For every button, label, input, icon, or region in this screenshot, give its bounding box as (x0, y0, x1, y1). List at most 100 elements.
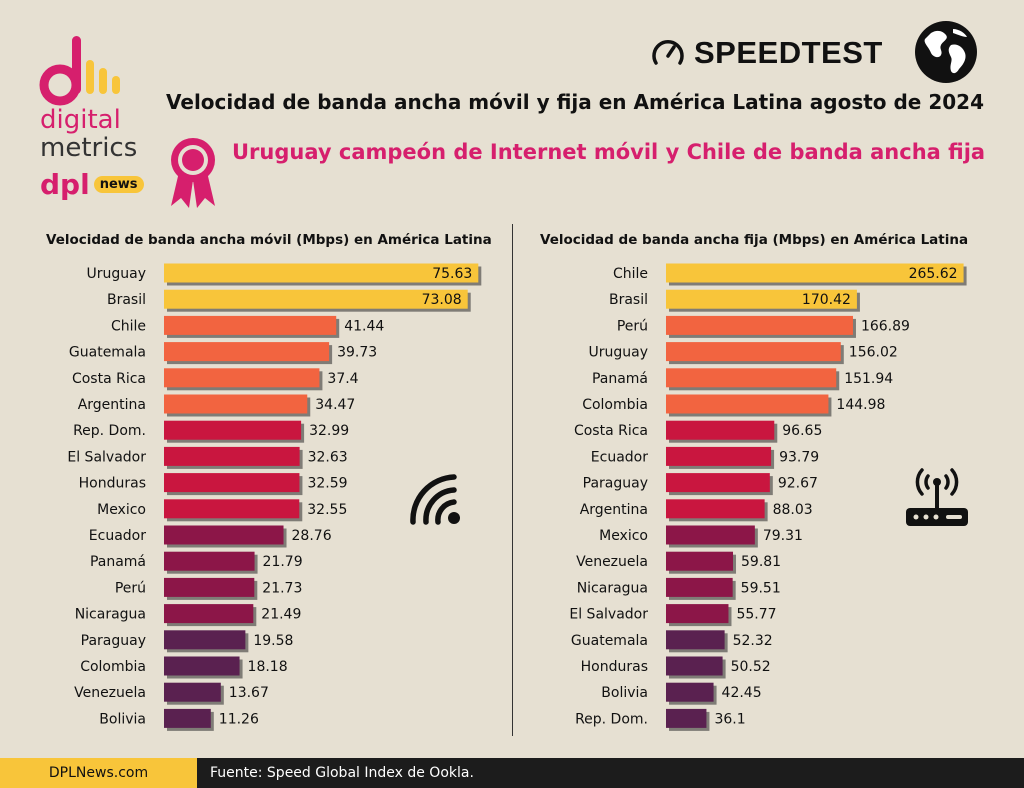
bar (666, 394, 829, 414)
bar (164, 263, 479, 283)
speedtest-wordmark: SPEEDTEST (694, 35, 883, 70)
value-label: 170.42 (802, 292, 851, 308)
bar (164, 394, 308, 414)
category-label: El Salvador (67, 449, 146, 465)
bar (164, 630, 246, 650)
value-label: 52.32 (733, 633, 773, 649)
bar (164, 708, 211, 728)
bar (666, 473, 770, 493)
mobile-speed-chart: Uruguay 75.63 Brasil 73.08 Chile 41.44 Guatema… (67, 263, 482, 731)
value-label: 32.59 (307, 476, 347, 492)
value-label: 59.81 (741, 554, 781, 570)
logo-dpl-text: dpl (40, 168, 90, 201)
category-label: Mexico (97, 502, 146, 518)
value-label: 96.65 (782, 423, 822, 439)
value-label: 37.4 (327, 371, 358, 387)
value-label: 11.26 (219, 711, 259, 727)
value-label: 21.73 (262, 580, 302, 596)
logo-news-badge: news (93, 176, 144, 193)
value-label: 36.1 (714, 711, 745, 727)
category-label: Rep. Dom. (73, 423, 146, 439)
dpl-news-logo: dpl news (40, 168, 144, 201)
fixed-speed-chart: Chile 265.62 Brasil 170.42 Perú 166.89 Uruguay… (569, 263, 967, 731)
value-label: 41.44 (344, 318, 384, 334)
category-label: Chile (111, 318, 146, 334)
mobile-chart-title: Velocidad de banda ancha móvil (Mbps) en… (46, 232, 492, 248)
footer-source: Fuente: Speed Global Index de Ookla. (210, 765, 474, 781)
category-label: Bolivia (601, 685, 648, 701)
value-label: 21.49 (261, 607, 301, 623)
category-label: Colombia (582, 397, 648, 413)
category-label: Uruguay (589, 345, 649, 361)
logo-digital-text: digital (40, 105, 121, 135)
value-label: 88.03 (773, 502, 813, 518)
bar (164, 289, 468, 309)
value-label: 34.47 (315, 397, 355, 413)
speedtest-gauge-icon (652, 40, 684, 65)
value-label: 73.08 (422, 292, 462, 308)
value-label: 39.73 (337, 345, 377, 361)
page-title: Velocidad de banda ancha móvil y fija en… (166, 90, 984, 114)
category-label: Paraguay (583, 476, 648, 492)
bar (164, 473, 300, 493)
speedtest-logo: SPEEDTEST (650, 30, 883, 76)
value-label: 28.76 (292, 528, 332, 544)
value-label: 75.63 (432, 266, 472, 282)
bar (666, 420, 775, 440)
category-label: Nicaragua (577, 580, 648, 596)
value-label: 42.45 (722, 685, 762, 701)
category-label: Guatemala (69, 345, 146, 361)
category-label: Panamá (90, 554, 146, 570)
bar (666, 315, 853, 335)
category-label: Uruguay (87, 266, 147, 282)
category-label: Costa Rica (574, 423, 648, 439)
bar (164, 446, 300, 466)
value-label: 156.02 (849, 345, 898, 361)
bar (666, 446, 772, 466)
category-label: Panamá (592, 371, 648, 387)
value-label: 21.79 (263, 554, 303, 570)
page-subtitle: Uruguay campeón de Internet móvil y Chil… (232, 140, 986, 164)
category-label: Chile (613, 266, 648, 282)
bar (164, 315, 337, 335)
category-label: Paraguay (81, 633, 146, 649)
category-label: Brasil (107, 292, 146, 308)
bar (164, 368, 320, 388)
value-label: 19.58 (253, 633, 293, 649)
digital-metrics-mark-icon (39, 36, 120, 106)
value-label: 93.79 (779, 449, 819, 465)
fixed-chart-title: Velocidad de banda ancha fija (Mbps) en … (540, 232, 969, 248)
digital-metrics-logo: digital metrics dpl news (30, 30, 160, 220)
bar (164, 604, 254, 624)
category-label: Venezuela (74, 685, 146, 701)
bar (666, 656, 723, 676)
bar (164, 525, 284, 545)
bar (164, 551, 255, 571)
category-label: Ecuador (591, 449, 648, 465)
value-label: 32.55 (307, 502, 347, 518)
bar (666, 525, 755, 545)
value-label: 13.67 (229, 685, 269, 701)
bar (666, 368, 837, 388)
bar (164, 420, 302, 440)
value-label: 151.94 (844, 371, 893, 387)
category-label: Argentina (78, 397, 146, 413)
bar (666, 708, 707, 728)
footer-site-link[interactable]: DPLNews.com (0, 758, 197, 788)
panel-divider (512, 224, 513, 736)
value-label: 144.98 (836, 397, 885, 413)
category-label: Mexico (599, 528, 648, 544)
category-label: Honduras (581, 659, 648, 675)
category-label: Perú (115, 580, 146, 596)
value-label: 59.51 (741, 580, 781, 596)
value-label: 166.89 (861, 318, 910, 334)
category-label: Colombia (80, 659, 146, 675)
bar (666, 342, 841, 362)
value-label: 32.99 (309, 423, 349, 439)
category-label: El Salvador (569, 607, 648, 623)
bar (164, 682, 221, 702)
category-label: Perú (617, 318, 648, 334)
logo-metrics-text: metrics (40, 133, 138, 163)
value-label: 55.77 (736, 607, 776, 623)
bar (666, 630, 725, 650)
